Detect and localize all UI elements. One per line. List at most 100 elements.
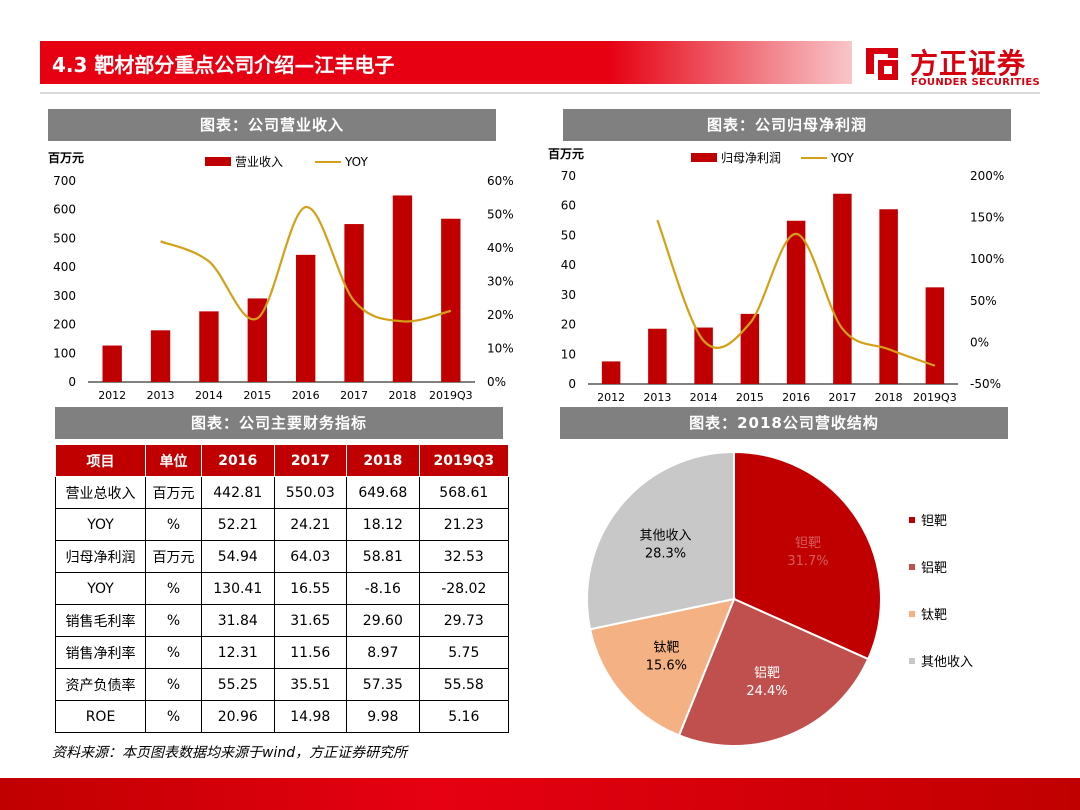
table-cell: 21.23 [418, 508, 510, 541]
y-tick-label: 300 [53, 289, 76, 303]
x-tick-label: 2013 [147, 389, 175, 402]
table-cell: 29.60 [346, 604, 420, 637]
y2-tick-label: 200% [970, 169, 1004, 183]
table-row: 销售毛利率% 31.84 31.65 29.60 29.73 [55, 604, 510, 637]
table-cell: % [145, 508, 202, 541]
legend-label: YOY [830, 151, 854, 165]
y-tick-label: 10 [561, 347, 576, 361]
y2-tick-label: 10% [487, 342, 514, 356]
y-tick-label: 400 [53, 260, 76, 274]
net-profit-chart: 百万元 归母净利润 YOY 0 10 20 30 40 50 60 70 -50% 0% 50% 100% 1… [548, 147, 1004, 404]
x-tick-label: 2012 [98, 389, 126, 402]
table-cell: 64.03 [273, 540, 348, 573]
y2-tick-label: 100% [970, 252, 1004, 266]
pie-slice-value: 28.3% [645, 546, 686, 561]
y2-tick-label: 30% [487, 275, 514, 289]
pie-slice [586, 450, 735, 631]
pie-slice-value: 24.4% [746, 684, 787, 699]
y2-tick-label: 50% [970, 294, 997, 308]
x-tick-label: 2016 [292, 389, 320, 402]
col-header: 2016 [201, 444, 275, 477]
table-cell: 55.58 [418, 668, 510, 701]
bar [441, 218, 461, 382]
table-cell: 31.84 [201, 604, 275, 637]
table-cell: 16.55 [273, 572, 348, 605]
legend-marker [909, 658, 915, 664]
title-bar: 4.3 靶材部分重点公司介绍—江丰电子 [40, 41, 852, 84]
legend-label: 营业收入 [235, 155, 283, 169]
y2-tick-label: -50% [970, 377, 1001, 391]
x-tick-label: 2013 [643, 391, 671, 404]
y-tick-label: 70 [561, 169, 576, 183]
legend-label: 铝靶 [921, 561, 947, 576]
row-label: 销售毛利率 [55, 604, 146, 637]
row-label: YOY [55, 572, 146, 605]
table-row: 资产负债率% 55.25 35.51 57.35 55.58 [55, 668, 510, 701]
pie-slice-name: 其他收入 [640, 528, 692, 543]
y-tick-label: 200 [53, 318, 76, 332]
table-cell: 5.16 [418, 700, 510, 733]
pie-slice [588, 597, 736, 737]
legend-label: 钽靶 [921, 514, 947, 529]
row-label: ROE [55, 700, 146, 733]
table-cell: 百万元 [145, 540, 202, 573]
y2-tick-label: 20% [487, 308, 514, 322]
revenue-chart: 百万元 营业收入 YOY 0 100 200 300 400 500 600 700 0% 10% 20%… [48, 151, 514, 402]
x-tick-label: 2018 [388, 389, 416, 402]
table-cell: 57.35 [346, 668, 420, 701]
table-cell: % [145, 700, 202, 733]
table-cell: 58.81 [346, 540, 420, 573]
bar [925, 287, 945, 384]
bar [344, 224, 364, 382]
row-label: YOY [55, 508, 146, 541]
table-cell: 18.12 [346, 508, 420, 541]
x-tick-label: 2019Q3 [429, 389, 473, 402]
y-tick-label: 600 [53, 203, 76, 217]
table-cell: 550.03 [273, 476, 348, 509]
table-row: YOY% 52.21 24.21 18.12 21.23 [55, 508, 510, 541]
yoy-line [160, 206, 452, 323]
bar [879, 209, 898, 384]
bar [102, 345, 122, 382]
y2-tick-label: 150% [970, 211, 1004, 225]
table-cell: 54.94 [201, 540, 275, 573]
y2-tick-label: 50% [487, 208, 514, 222]
table-cell: 31.65 [273, 604, 348, 637]
legend-marker [909, 517, 915, 523]
table-cell: % [145, 636, 202, 669]
table-heading: 图表：公司主要财务指标 [55, 407, 503, 439]
table-row: 营业总收入 百万元 442.81 550.03 649.68 568.61 [55, 476, 510, 509]
x-tick-label: 2017 [340, 389, 368, 402]
table-cell: 35.51 [273, 668, 348, 701]
legend-swatch-bar [691, 153, 717, 162]
bar [694, 327, 713, 384]
table-row: 归母净利润 百万元 54.94 64.03 58.81 32.53 [55, 540, 510, 573]
table-cell: -28.02 [418, 572, 510, 605]
pie-slice-name: 钛靶 [653, 641, 679, 656]
table-cell: 14.98 [273, 700, 348, 733]
legend-label: 归母净利润 [721, 151, 781, 165]
y-tick-label: 0 [68, 375, 76, 389]
table-cell: 24.21 [273, 508, 348, 541]
table-cell: 130.41 [201, 572, 275, 605]
table-cell: 55.25 [201, 668, 275, 701]
financial-indicators-table: 项目 单位 2016 2017 2018 2019Q3 营业总收入 百万元 442.… [55, 444, 510, 733]
table-cell: % [145, 604, 202, 637]
brand-name-en: FOUNDER SECURITIES [911, 77, 1041, 88]
table-header-row: 项目 单位 2016 2017 2018 2019Q3 [55, 444, 510, 477]
x-tick-label: 2016 [782, 391, 810, 404]
table-cell: % [145, 668, 202, 701]
profit-chart-heading: 图表：公司归母净利润 [563, 109, 1011, 141]
table-cell: 20.96 [201, 700, 275, 733]
y2-tick-label: 0% [970, 335, 989, 349]
table-row: ROE% 20.96 14.98 9.98 5.16 [55, 700, 510, 733]
x-tick-label: 2018 [875, 391, 903, 404]
y-axis-unit: 百万元 [548, 147, 584, 161]
table-cell: 29.73 [418, 604, 510, 637]
table-cell: 442.81 [201, 476, 275, 509]
table-cell: 52.21 [201, 508, 275, 541]
pie-slice [677, 597, 870, 747]
bar [296, 254, 316, 382]
col-header: 项目 [55, 444, 146, 477]
